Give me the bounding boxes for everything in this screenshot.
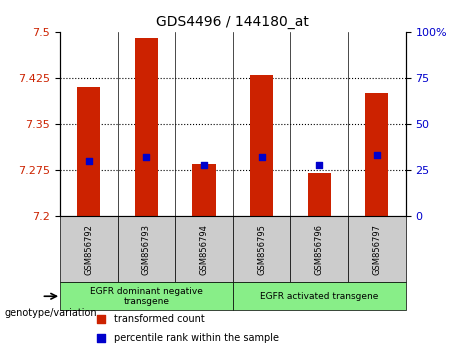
- Bar: [348, 216, 406, 282]
- Bar: [308, 173, 331, 216]
- Bar: [233, 282, 406, 310]
- Point: [258, 154, 266, 160]
- Point: [315, 162, 323, 167]
- Text: EGFR activated transgene: EGFR activated transgene: [260, 292, 378, 301]
- Text: GSM856797: GSM856797: [372, 224, 381, 275]
- Point: [200, 162, 207, 167]
- Text: GSM856796: GSM856796: [315, 224, 324, 275]
- Bar: [118, 216, 175, 282]
- Point: [98, 335, 105, 341]
- Point: [373, 153, 381, 158]
- Bar: [77, 87, 100, 216]
- Text: GSM856793: GSM856793: [142, 224, 151, 275]
- Bar: [250, 75, 273, 216]
- Point: [98, 316, 105, 322]
- Title: GDS4496 / 144180_at: GDS4496 / 144180_at: [156, 16, 309, 29]
- Bar: [290, 216, 348, 282]
- Bar: [60, 282, 233, 310]
- Bar: [233, 216, 290, 282]
- Text: genotype/variation: genotype/variation: [5, 308, 97, 318]
- Text: transformed count: transformed count: [113, 314, 204, 324]
- Bar: [175, 216, 233, 282]
- Bar: [193, 164, 216, 216]
- Text: GSM856795: GSM856795: [257, 224, 266, 275]
- Bar: [135, 38, 158, 216]
- Point: [85, 158, 92, 164]
- Bar: [365, 93, 388, 216]
- Text: GSM856794: GSM856794: [200, 224, 208, 275]
- Text: percentile rank within the sample: percentile rank within the sample: [113, 333, 278, 343]
- Text: GSM856792: GSM856792: [84, 224, 93, 275]
- Text: EGFR dominant negative
transgene: EGFR dominant negative transgene: [90, 286, 203, 306]
- Bar: [60, 216, 118, 282]
- Point: [142, 154, 150, 160]
